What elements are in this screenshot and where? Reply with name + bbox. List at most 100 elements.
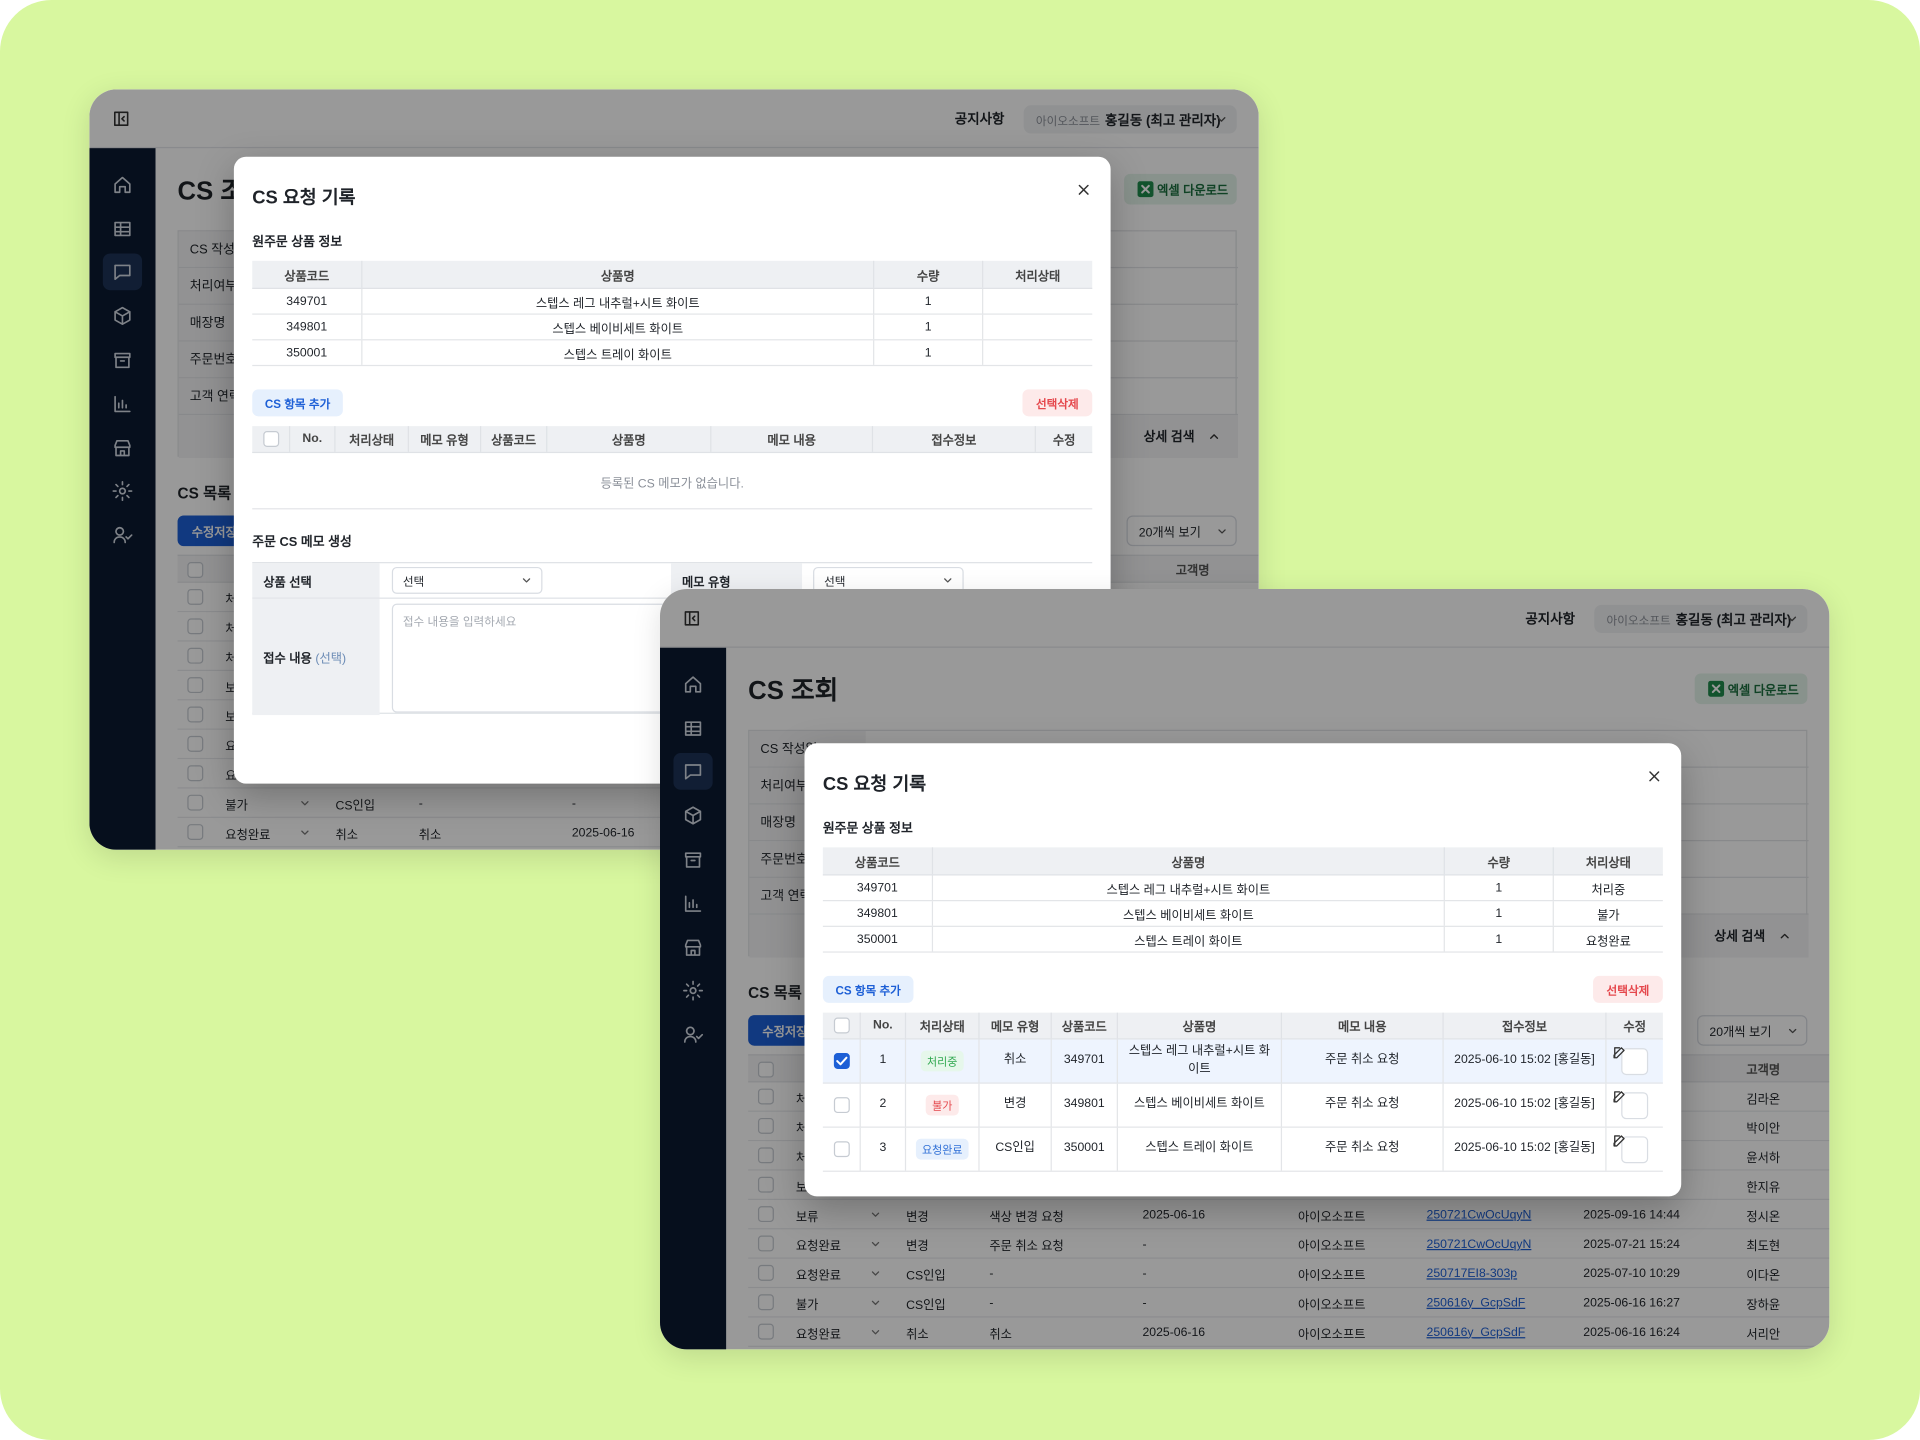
edit-button[interactable] — [1613, 1047, 1649, 1075]
checkbox[interactable] — [757, 1235, 774, 1252]
nav-icon[interactable] — [111, 393, 133, 415]
checkbox[interactable] — [187, 562, 204, 578]
checkbox[interactable] — [187, 618, 204, 635]
status-select[interactable]: 요청완료 — [784, 1318, 897, 1347]
product-header-cell: 상품명 — [361, 260, 873, 288]
checkbox[interactable] — [187, 677, 204, 694]
checkbox[interactable] — [833, 1017, 850, 1034]
status-select[interactable]: 불가 — [784, 1288, 897, 1317]
checkbox[interactable] — [833, 1141, 850, 1158]
notice-link[interactable]: 공지사항 — [954, 112, 1005, 128]
nav-icon-shape — [113, 526, 133, 544]
checkbox[interactable] — [757, 1088, 774, 1105]
chevron — [1787, 616, 1797, 622]
cs-product-name: 스텝스 레그 내추럴+시트 화이트 — [1116, 1039, 1281, 1083]
chevron-shape — [1218, 529, 1226, 534]
nav-icon-shape — [684, 806, 702, 825]
status-select[interactable]: 불가 — [213, 789, 326, 818]
list-cell: 정시온 — [1746, 1210, 1781, 1224]
nav-icon[interactable] — [682, 849, 704, 871]
checkbox[interactable] — [187, 824, 204, 840]
list-cell: CS인입 — [335, 798, 376, 813]
order-link[interactable]: 250717EI8-303p — [1426, 1266, 1518, 1281]
order-link[interactable]: 250721CwOcUqyN — [1426, 1237, 1532, 1251]
nav-icon[interactable] — [682, 760, 704, 782]
chevron-shape — [871, 1330, 880, 1335]
excel-button[interactable]: 엑셀 다운로드 — [1694, 673, 1808, 705]
checkbox[interactable] — [757, 1176, 774, 1193]
edit-button[interactable] — [1613, 1091, 1649, 1119]
cs-header-cell: 메모 내용 — [1280, 1012, 1443, 1039]
nav-icon[interactable] — [682, 893, 704, 915]
add-cs-button[interactable]: CS 항목 추가 — [252, 389, 343, 417]
top-bar: 공지사항 아이오소프트 홍길동 (최고 관리자) — [660, 588, 1830, 648]
status-select[interactable]: 요청완료 — [213, 818, 326, 847]
nav-icon-shape — [684, 895, 702, 912]
checkbox[interactable] — [757, 1206, 774, 1223]
nav-icon[interactable] — [682, 718, 704, 740]
nav-icon[interactable] — [111, 480, 133, 502]
checkbox[interactable] — [263, 431, 280, 447]
status-select[interactable]: 보류 — [784, 1200, 897, 1229]
checkbox[interactable] — [187, 706, 204, 723]
excel-x-shape — [1141, 184, 1150, 194]
checkbox[interactable] — [187, 765, 204, 782]
list-row: 요청완료 CS인입 - - 아이오소프트 250717EI8-303p 2025-07-10… — [748, 1258, 1830, 1289]
checkbox[interactable] — [757, 1294, 774, 1311]
close-button[interactable] — [1076, 182, 1091, 197]
product-row: 349701 스텝스 레그 내추럴+시트 화이트 1 — [252, 288, 1093, 315]
cs-info: 2025-06-10 15:02 [홍길동] — [1442, 1039, 1605, 1083]
checkbox[interactable] — [757, 1323, 774, 1340]
delete-button[interactable]: 선택삭제 — [1593, 975, 1663, 1003]
nav-icon[interactable] — [111, 524, 133, 546]
account-menu[interactable]: 아이오소프트 홍길동 (최고 관리자) — [1023, 105, 1237, 134]
nav-icon[interactable] — [682, 937, 704, 959]
checkbox[interactable] — [187, 794, 204, 811]
nav-icon[interactable] — [111, 218, 133, 240]
nav-icon[interactable] — [111, 174, 133, 196]
order-link[interactable]: 250616y_GcpSdF — [1426, 1325, 1526, 1339]
excel-button[interactable]: 엑셀 다운로드 — [1124, 173, 1237, 205]
account-menu[interactable]: 아이오소프트 홍길동 (최고 관리자) — [1594, 604, 1808, 634]
status-select[interactable]: 요청완료 — [784, 1259, 897, 1288]
product-header: 상품코드 상품명 수량 처리상태 — [252, 260, 1093, 289]
page-size-select[interactable]: 20개씩 보기 — [1126, 515, 1237, 547]
product-select[interactable]: 선택 — [391, 566, 543, 594]
checkbox[interactable] — [187, 647, 204, 664]
add-cs-button[interactable]: CS 항목 추가 — [822, 975, 914, 1003]
order-link[interactable]: 250721CwOcUqyN — [1426, 1207, 1532, 1222]
nav-active — [673, 753, 713, 790]
page-size-select[interactable]: 20개씩 보기 — [1697, 1015, 1808, 1046]
cs-product-name: 스텝스 트레이 화이트 — [1116, 1127, 1281, 1171]
checkbox[interactable] — [757, 1264, 774, 1281]
nav-icon[interactable] — [682, 673, 704, 695]
nav-icon[interactable] — [682, 1024, 704, 1046]
checkbox[interactable] — [757, 1061, 774, 1078]
notice-link[interactable]: 공지사항 — [1525, 612, 1575, 627]
checkbox[interactable] — [187, 588, 204, 605]
nav-icon[interactable] — [682, 804, 704, 826]
product-cell: 스텝스 베이비세트 화이트 — [361, 314, 873, 340]
checkbox[interactable] — [833, 1097, 850, 1114]
order-link[interactable]: 250616y_GcpSdF — [1426, 1296, 1526, 1310]
chevron-shape — [871, 1271, 880, 1276]
product-cell: 1 — [1443, 875, 1553, 900]
delete-button[interactable]: 선택삭제 — [1022, 389, 1093, 417]
nav-icon[interactable] — [111, 349, 133, 371]
cs-header: No. 처리상태 메모 유형 상품코드 상품명 메모 내용 접수정보 수정 — [252, 426, 1093, 454]
detail-search-toggle[interactable]: 상세 검색 — [1143, 429, 1195, 445]
nav-icon[interactable] — [111, 437, 133, 459]
checkbox[interactable] — [757, 1117, 774, 1134]
sidebar-toggle[interactable] — [683, 610, 700, 627]
checkbox[interactable] — [757, 1147, 774, 1164]
edit-button[interactable] — [1613, 1135, 1649, 1163]
nav-icon[interactable] — [111, 261, 133, 283]
sidebar-toggle[interactable] — [113, 110, 130, 127]
detail-search-toggle[interactable]: 상세 검색 — [1714, 929, 1766, 945]
checkbox[interactable] — [187, 735, 204, 752]
nav-icon[interactable] — [682, 980, 704, 1002]
nav-icon[interactable] — [111, 305, 133, 327]
close-button[interactable] — [1647, 769, 1662, 784]
status-select[interactable]: 요청완료 — [784, 1229, 897, 1258]
checkbox[interactable] — [833, 1053, 850, 1069]
